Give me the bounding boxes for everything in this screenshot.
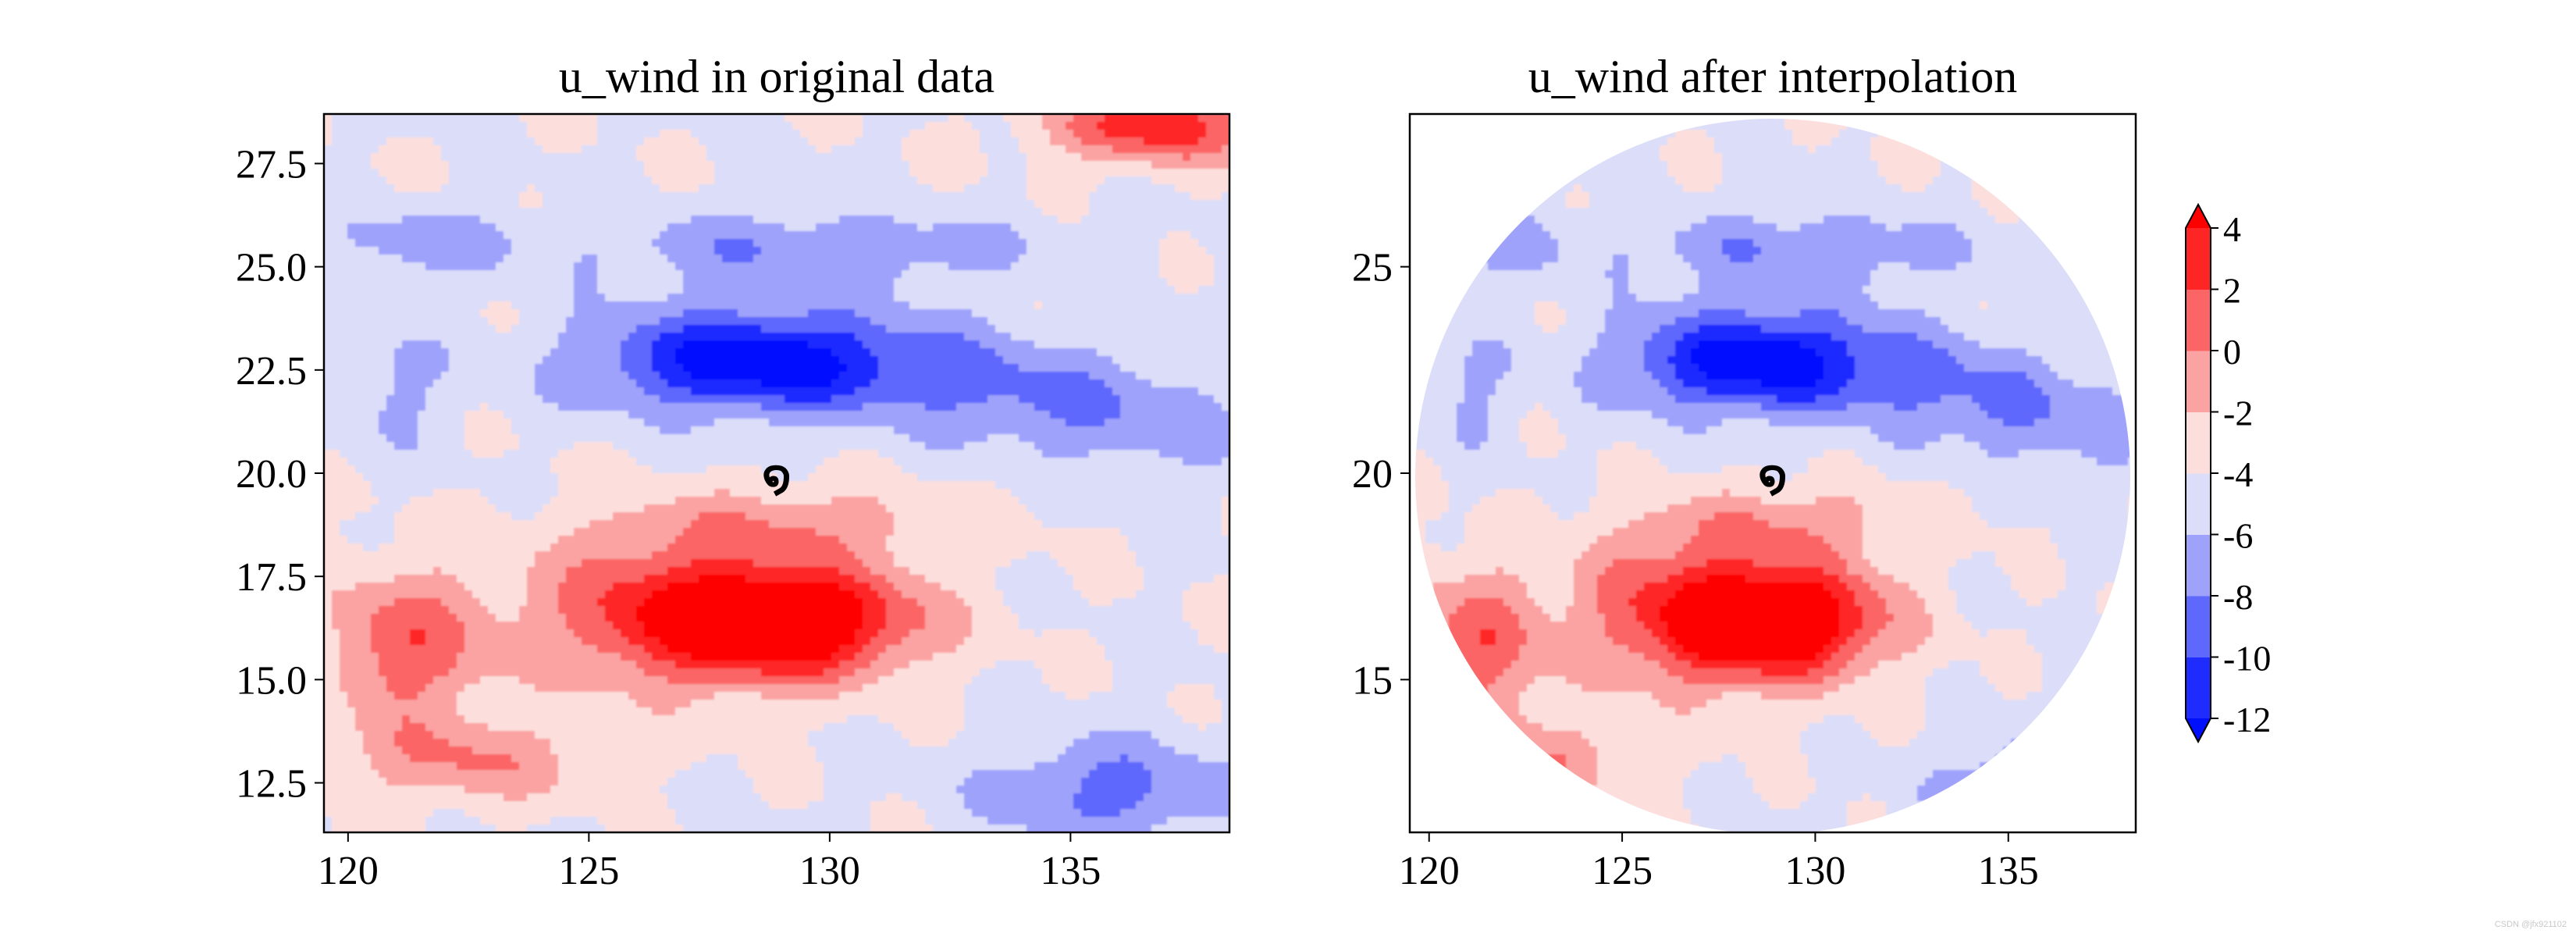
colorbar-segment [2186, 534, 2211, 597]
colorbar-label: 4 [2223, 209, 2241, 249]
chart-title-original: u_wind in original data [559, 51, 994, 102]
y-tick-label: 15.0 [236, 658, 307, 703]
colorbar-segment [2186, 289, 2211, 351]
colorbar-label: -10 [2223, 639, 2271, 679]
colorbar-segment [2186, 351, 2211, 412]
panel-interpolated: u_wind after interpolation 120 125 130 1351… [1352, 51, 2137, 893]
axes-ticks-original: 120 125 130 135 12.5 15.0 17.5 20.0 22.5 25.0 27.5 [236, 142, 1101, 893]
watermark: CSDN @jfx921102 [2494, 920, 2567, 929]
colorbar-segment [2186, 411, 2211, 474]
chart-title-interpolated: u_wind after interpolation [1528, 51, 2017, 102]
colorbar-label: -12 [2223, 700, 2271, 739]
y-tick-label: 12.5 [236, 762, 307, 807]
colorbar-segment [2186, 657, 2211, 719]
y-tick-label: 22.5 [236, 349, 307, 394]
colorbar-label: -2 [2223, 394, 2253, 433]
colorbar-extend-min [2186, 718, 2211, 742]
x-tick-label: 135 [1040, 849, 1101, 893]
colorbar-label: 0 [2223, 332, 2241, 372]
panel-original: u_wind in original data 120 125 130 135 12.5… [236, 51, 1231, 893]
y-tick-label: 25 [1352, 246, 1393, 290]
x-tick-label: 130 [799, 849, 860, 893]
y-tick-label: 27.5 [236, 142, 307, 187]
x-tick-label: 125 [558, 849, 619, 893]
y-tick-label: 20 [1352, 452, 1393, 497]
colorbar-extend-max [2186, 205, 2211, 228]
y-tick-label: 25.0 [236, 246, 307, 290]
x-tick-label: 135 [1978, 849, 2039, 893]
contour-field-original [324, 114, 1229, 832]
colorbar-segment [2186, 596, 2211, 657]
typhoon-icon: ໑ [762, 451, 791, 502]
colorbar-label: -8 [2223, 577, 2253, 617]
colorbar: 4 2 0 -2 -4 -6 -8 -10 -12 [2185, 202, 2271, 744]
colorbar-segment [2186, 228, 2211, 290]
x-tick-label: 120 [318, 849, 379, 893]
colorbar-label: 2 [2223, 271, 2241, 311]
colorbar-segment [2186, 473, 2211, 535]
y-tick-label: 17.5 [236, 555, 307, 600]
x-tick-label: 130 [1784, 849, 1845, 893]
y-tick-label: 20.0 [236, 452, 307, 497]
x-tick-label: 120 [1399, 849, 1460, 893]
colorbar-label: -4 [2223, 454, 2253, 494]
y-tick-label: 15 [1352, 658, 1393, 703]
x-tick-label: 125 [1592, 849, 1653, 893]
axes-ticks-interpolated: 120 125 130 135 15 20 25 [1352, 246, 2039, 893]
colorbar-label: -6 [2223, 516, 2253, 556]
typhoon-icon: ໑ [1758, 451, 1787, 502]
